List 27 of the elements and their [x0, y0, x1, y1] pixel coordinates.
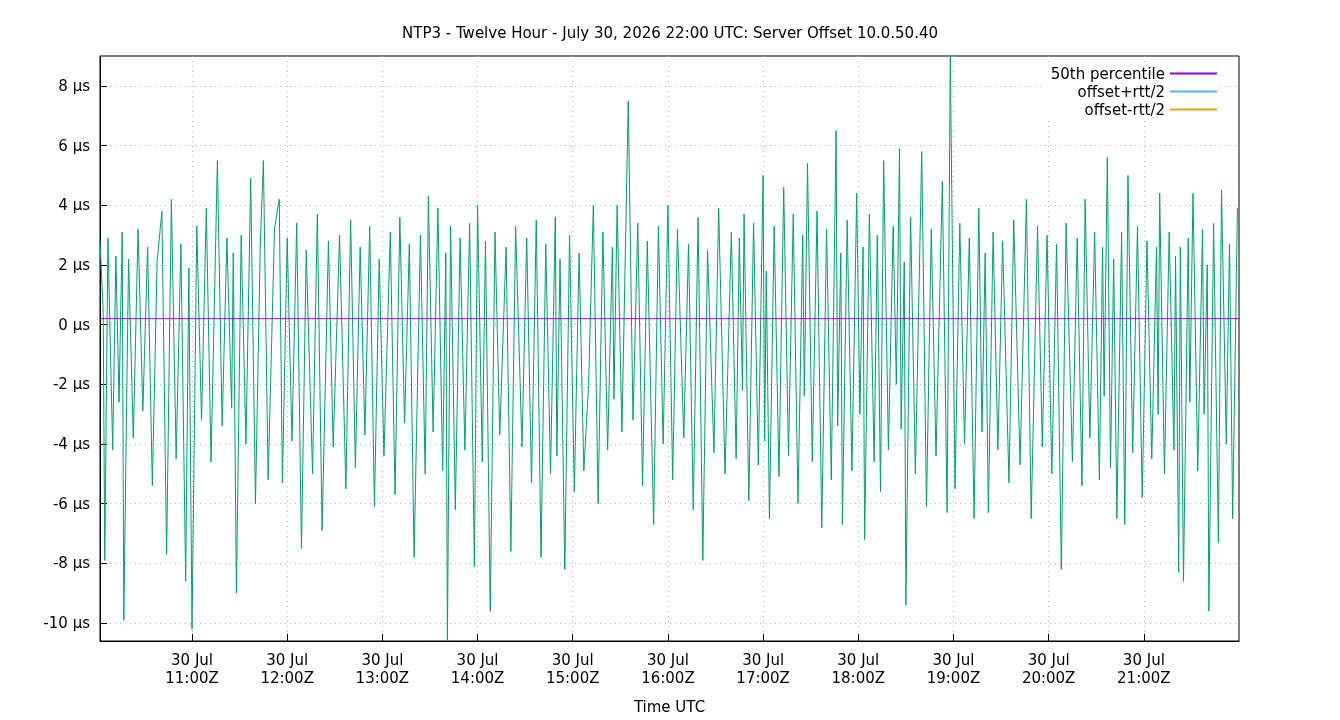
y-tick-label: -10 µs — [43, 614, 91, 633]
x-tick-label: 30 Jul 14:00Z — [450, 651, 505, 687]
y-tick-label: -6 µs — [52, 494, 91, 513]
x-tick-label: 30 Jul 18:00Z — [831, 651, 886, 687]
x-tick-label: 30 Jul 20:00Z — [1021, 651, 1076, 687]
x-tick-label: 30 Jul 12:00Z — [260, 651, 314, 687]
y-tick-label: -2 µs — [52, 375, 91, 394]
x-tick-label: 30 Jul 11:00Z — [165, 651, 219, 687]
line-series — [99, 55, 1238, 642]
legend-label: offset-rtt/2 — [1084, 100, 1165, 119]
x-tick-label: 30 Jul 19:00Z — [926, 651, 981, 687]
chart-title: NTP3 - Twelve Hour - July 30, 2026 22:00 UTC: Server Offset 10.0.50.40 — [402, 23, 938, 42]
x-tick-label: 30 Jul 21:00Z — [1117, 651, 1171, 687]
y-tick-label: -4 µs — [52, 435, 91, 454]
x-tick-label: 30 Jul 15:00Z — [545, 651, 600, 687]
x-tick-label: 30 Jul 17:00Z — [736, 651, 790, 687]
legend-label: 50th percentile — [1050, 64, 1165, 83]
legend-label: offset+rtt/2 — [1077, 82, 1165, 101]
x-axis-title: Time UTC — [632, 697, 706, 716]
y-tick-label: 4 µs — [58, 196, 91, 215]
y-tick-label: 8 µs — [58, 76, 91, 95]
x-tick-label: 30 Jul 16:00Z — [641, 651, 695, 687]
x-tick-label: 30 Jul 13:00Z — [355, 651, 410, 687]
y-tick-label: 0 µs — [58, 315, 91, 334]
y-tick-label: -8 µs — [52, 554, 91, 573]
y-tick-label: 6 µs — [58, 136, 91, 155]
y-tick-label: 2 µs — [58, 255, 91, 274]
